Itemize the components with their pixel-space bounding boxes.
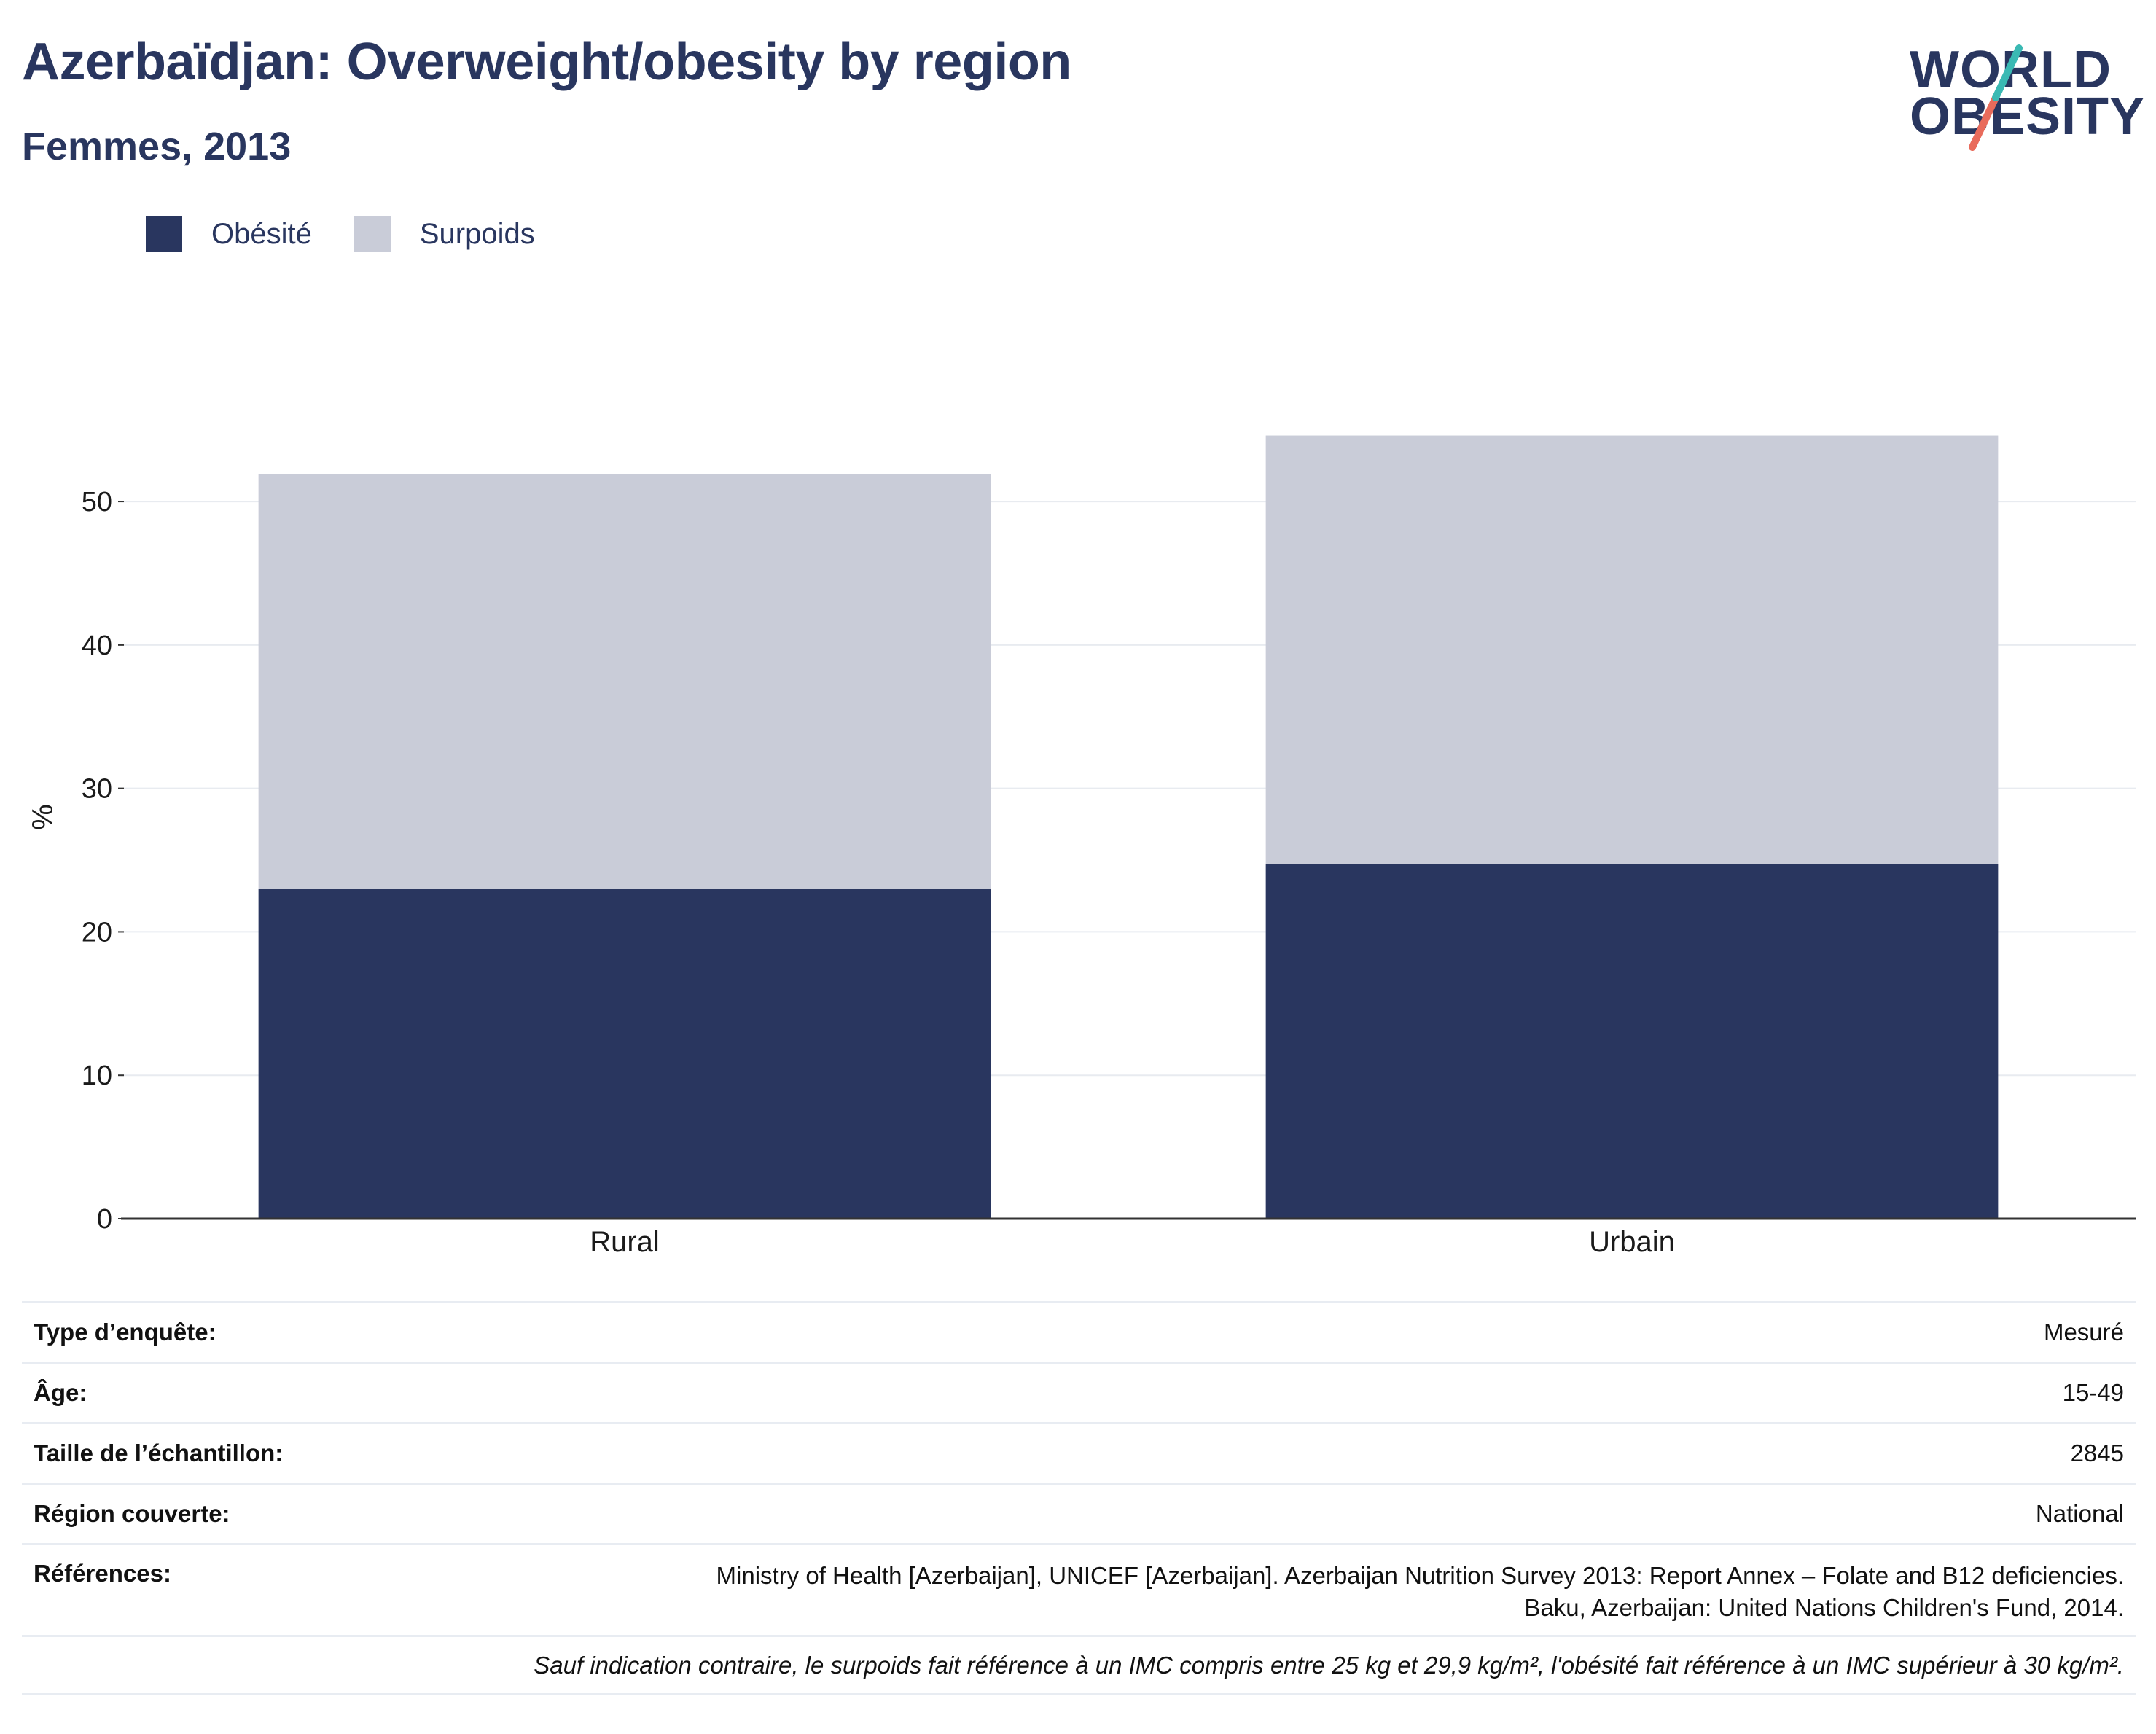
y-tick-label: 50 bbox=[82, 487, 112, 518]
y-tick-label: 40 bbox=[82, 630, 112, 661]
info-row-sample-size: Taille de l’échantillon: 2845 bbox=[22, 1422, 2136, 1483]
bar-overweight bbox=[1265, 435, 1999, 864]
legend-swatch-overweight bbox=[354, 216, 391, 252]
survey-info-table: Type d’enquête: Mesuré Âge: 15-49 Taille… bbox=[22, 1301, 2136, 1695]
bar-obesity bbox=[1265, 864, 1999, 1219]
definition-note: Sauf indication contraire, le surpoids f… bbox=[534, 1651, 2124, 1679]
y-tick-label: 10 bbox=[82, 1061, 112, 1091]
info-value-region: National bbox=[2035, 1500, 2124, 1527]
chart-title: Azerbaïdjan: Overweight/obesity by regio… bbox=[22, 33, 1071, 91]
info-key-references: Références: bbox=[34, 1560, 171, 1587]
y-tick-label: 30 bbox=[82, 774, 112, 805]
y-tick-label: 20 bbox=[82, 917, 112, 948]
references-line-1: Ministry of Health [Azerbaijan], UNICEF … bbox=[716, 1562, 2124, 1589]
bar-obesity bbox=[258, 889, 991, 1219]
legend-item-overweight[interactable]: Surpoids bbox=[354, 216, 535, 252]
info-key-sample-size: Taille de l’échantillon: bbox=[34, 1440, 284, 1467]
info-value-survey-type: Mesuré bbox=[2043, 1319, 2124, 1346]
info-row-region: Région couverte: National bbox=[22, 1483, 2136, 1543]
info-row-age: Âge: 15-49 bbox=[22, 1362, 2136, 1422]
logo-slash-icon bbox=[1969, 44, 2023, 151]
info-row-survey-type: Type d’enquête: Mesuré bbox=[22, 1301, 2136, 1362]
legend-label-overweight: Surpoids bbox=[419, 217, 535, 250]
chart-subtitle: Femmes, 2013 bbox=[22, 125, 292, 168]
y-tick-label: 0 bbox=[97, 1204, 112, 1235]
info-value-age: 15-49 bbox=[2062, 1379, 2124, 1406]
info-key-age: Âge: bbox=[34, 1379, 87, 1406]
info-key-survey-type: Type d’enquête: bbox=[34, 1319, 216, 1346]
info-row-references: Références: Ministry of Health [Azerbaij… bbox=[22, 1543, 2136, 1635]
info-value-sample-size: 2845 bbox=[2070, 1440, 2124, 1467]
legend-swatch-obesity bbox=[146, 216, 182, 252]
bar-overweight bbox=[258, 474, 991, 889]
legend-label-obesity: Obésité bbox=[211, 217, 312, 250]
x-tick-label: Rural bbox=[590, 1226, 660, 1258]
info-row-note: Sauf indication contraire, le surpoids f… bbox=[22, 1635, 2136, 1695]
info-key-region: Région couverte: bbox=[34, 1500, 230, 1527]
legend: Obésité Surpoids bbox=[146, 216, 577, 252]
info-value-references: Ministry of Health [Azerbaijan], UNICEF … bbox=[716, 1560, 2124, 1624]
stacked-bar-chart: 0 10 20 30 40 50% Rural Urbain bbox=[27, 435, 2136, 1258]
y-axis-label: % bbox=[27, 804, 59, 830]
logo-line2: OBESITY bbox=[1910, 87, 2146, 146]
x-tick-label: Urbain bbox=[1589, 1226, 1675, 1258]
references-line-2: Baku, Azerbaijan: United Nations Childre… bbox=[1524, 1594, 2124, 1621]
legend-item-obesity[interactable]: Obésité bbox=[146, 216, 312, 252]
world-obesity-logo: WORLD OBESITY bbox=[1902, 22, 2146, 153]
